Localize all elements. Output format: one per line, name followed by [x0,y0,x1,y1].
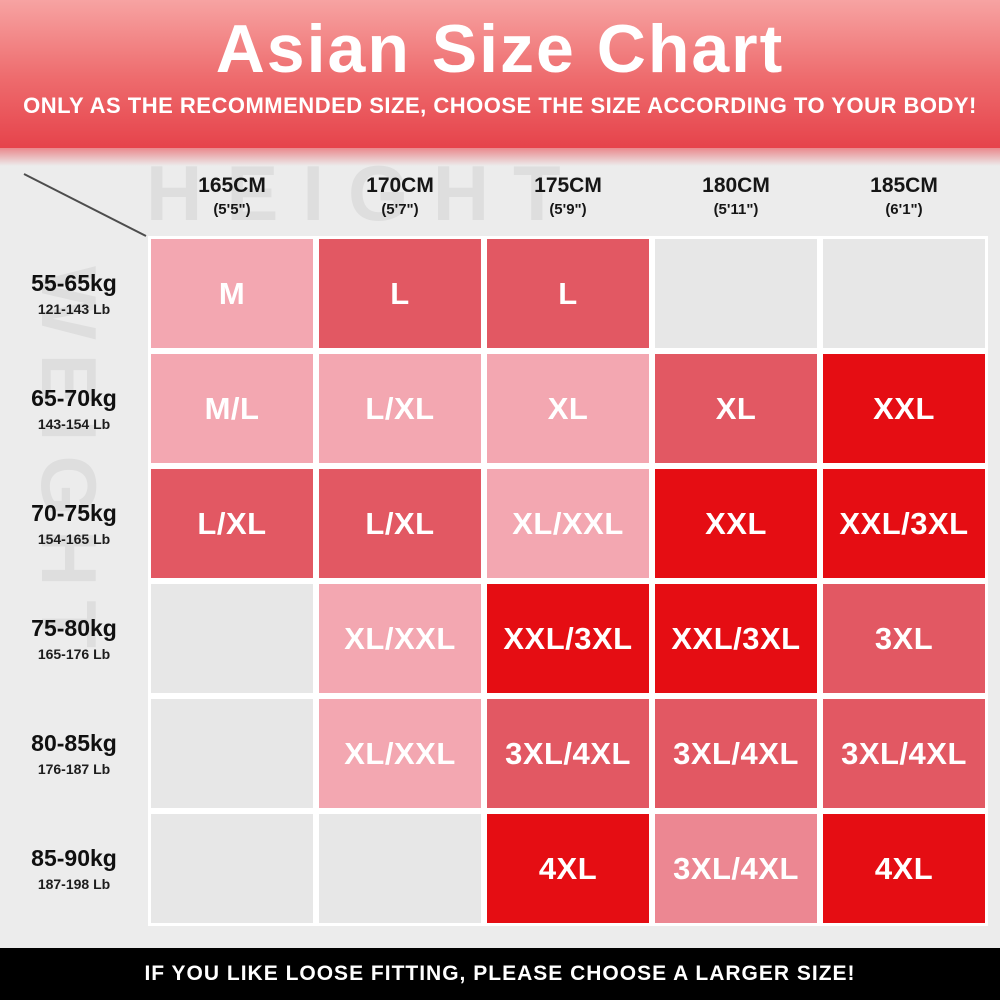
size-cell: 4XL [484,811,652,926]
height-column-header: 175CM (5'9") [484,166,652,236]
height-axis-watermark: HEIGHT [146,149,585,237]
size-cell: XXL [652,466,820,581]
weight-row-header: 80-85kg 176-187 Lb [0,696,148,811]
weight-kg-label: 55-65kg [31,270,117,296]
height-column-header: 180CM (5'11") [652,166,820,236]
size-cell: L/XL [316,351,484,466]
size-cell: 4XL [820,811,988,926]
size-cell [148,811,316,926]
height-column-header: 170CM (5'7") [316,166,484,236]
height-ft-label: (6'1") [885,201,923,218]
weight-kg-label: 80-85kg [31,730,117,756]
page-title: Asian Size Chart [215,11,785,87]
weight-row-header: 85-90kg 187-198 Lb [0,811,148,926]
height-cm-label: 165CM [198,174,266,197]
height-cm-label: 175CM [534,174,602,197]
header-banner: Asian Size Chart ONLY AS THE RECOMMENDED… [0,0,1000,148]
size-cell [148,696,316,811]
size-grid: 165CM (5'5") 170CM (5'7") 175CM (5'9") 180CM (5… [0,166,1000,926]
height-ft-label: (5'5") [213,201,251,218]
size-cell [652,236,820,351]
size-cell: L/XL [148,466,316,581]
size-cell [316,811,484,926]
size-cell: XXL/3XL [820,466,988,581]
weight-kg-label: 85-90kg [31,845,117,871]
height-cm-label: 170CM [366,174,434,197]
height-column-header: 185CM (6'1") [820,166,988,236]
size-cell: XL/XXL [316,696,484,811]
weight-lb-label: 187-198 Lb [37,876,111,892]
footer-note: IF YOU LIKE LOOSE FITTING, PLEASE CHOOSE… [144,962,856,985]
weight-kg-label: 65-70kg [31,385,117,411]
weight-kg-label: 70-75kg [31,500,117,526]
size-cell: M [148,236,316,351]
size-cell: 3XL/4XL [820,696,988,811]
size-cell: M/L [148,351,316,466]
height-ft-label: (5'7") [381,201,419,218]
size-cell: XL [652,351,820,466]
height-cm-label: 180CM [702,174,770,197]
size-cell: XXL [820,351,988,466]
weight-lb-label: 154-165 Lb [37,531,111,547]
weight-row-header: 55-65kg 121-143 Lb [0,236,148,351]
size-cell: 3XL/4XL [652,811,820,926]
header-subtitle: ONLY AS THE RECOMMENDED SIZE, CHOOSE THE… [23,93,977,119]
size-cell: XXL/3XL [484,581,652,696]
size-cell [148,581,316,696]
size-cell: XL/XXL [316,581,484,696]
size-cell: XXL/3XL [652,581,820,696]
height-ft-label: (5'9") [549,201,587,218]
footer-banner: IF YOU LIKE LOOSE FITTING, PLEASE CHOOSE… [0,948,1000,1000]
height-cm-label: 185CM [870,174,938,197]
size-cell: L [484,236,652,351]
weight-lb-label: 165-176 Lb [37,646,111,662]
height-column-header: 165CM (5'5") [148,166,316,236]
weight-lb-label: 121-143 Lb [37,301,111,317]
axis-diagonal-divider [23,173,147,237]
size-cell: XL/XXL [484,466,652,581]
weight-row-header: 65-70kg 143-154 Lb [0,351,148,466]
weight-kg-label: 75-80kg [31,615,117,641]
weight-lb-label: 143-154 Lb [37,416,111,432]
weight-lb-label: 176-187 Lb [37,761,111,777]
size-cell: 3XL/4XL [484,696,652,811]
weight-axis-watermark: WEIGHT [25,266,113,662]
size-cell: 3XL [820,581,988,696]
size-cell: XL [484,351,652,466]
height-ft-label: (5'11") [713,201,759,218]
weight-row-header: 70-75kg 154-165 Lb [0,466,148,581]
size-cell: 3XL/4XL [652,696,820,811]
size-cell: L/XL [316,466,484,581]
size-cell [820,236,988,351]
size-cell: L [316,236,484,351]
size-table-section: HEIGHT WEIGHT 165CM (5'5") 170CM (5'7") 175C… [0,148,1000,948]
weight-row-header: 75-80kg 165-176 Lb [0,581,148,696]
